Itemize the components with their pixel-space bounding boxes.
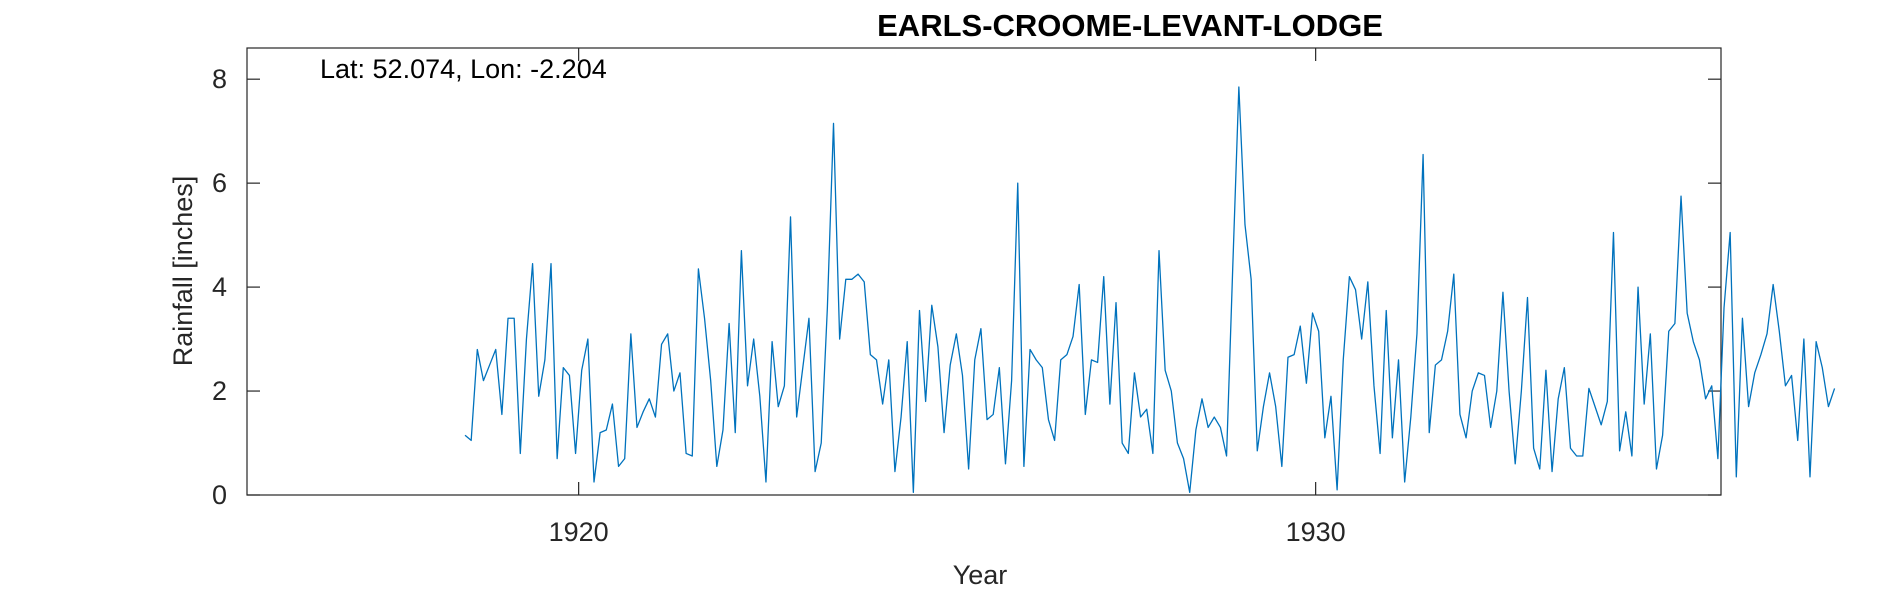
rainfall-series-line [464, 86, 1836, 494]
x-tick-label-1: 1930 [1286, 517, 1346, 547]
x-axis-label: Year [953, 560, 1008, 590]
y-tick-label-2: 4 [212, 272, 227, 302]
y-axis-label: Rainfall [inches] [168, 176, 198, 367]
y-axis: 0 2 4 6 8 [212, 64, 1721, 510]
x-axis: 1920 1930 [549, 48, 1346, 547]
location-annotation: Lat: 52.074, Lon: -2.204 [320, 54, 607, 84]
chart-title: EARLS-CROOME-LEVANT-LODGE [877, 8, 1383, 43]
y-tick-label-0: 0 [212, 480, 227, 510]
x-tick-label-0: 1920 [549, 517, 609, 547]
y-tick-label-3: 6 [212, 168, 227, 198]
y-tick-label-4: 8 [212, 64, 227, 94]
plot-area [246, 47, 1722, 496]
y-tick-label-1: 2 [212, 376, 227, 406]
